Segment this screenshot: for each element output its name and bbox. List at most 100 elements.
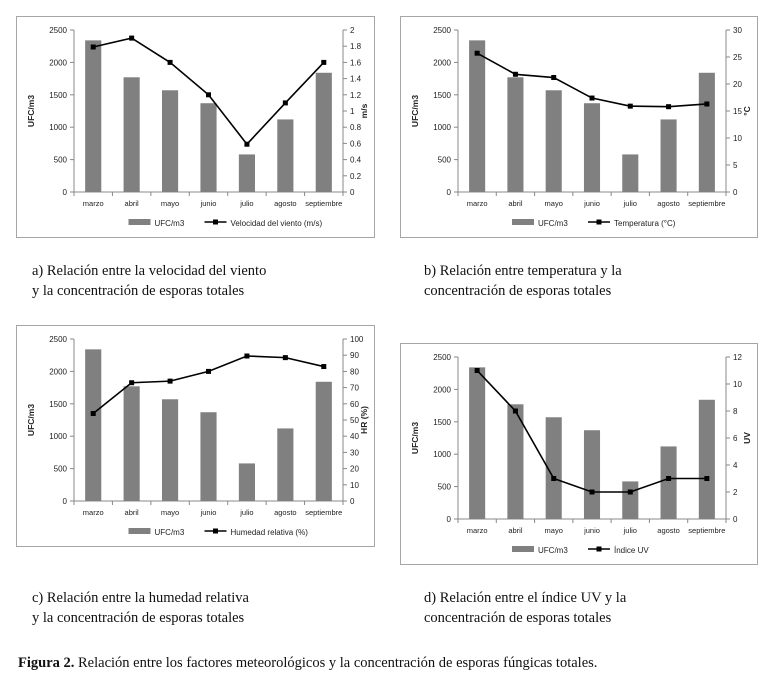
y-tick-label-right: 50	[350, 416, 359, 425]
line-point	[589, 95, 595, 101]
chart-panel-b: 0 500 1000 1500 2000 2500 0 5 10 15 20 25 30 marzo abr…	[400, 16, 758, 238]
legend-bar-label: UFC/m3	[155, 528, 185, 537]
legend-line-label: Índice UV	[614, 546, 649, 555]
x-tick-label: junio	[583, 526, 600, 535]
y-tick-label-right: 100	[350, 335, 364, 344]
y-tick-label-left: 1000	[433, 123, 451, 132]
y-tick-label-right: 0	[733, 188, 738, 197]
bar	[238, 463, 255, 501]
legend-bar-label: UFC/m3	[155, 219, 185, 228]
y-tick-label-right: 10	[350, 481, 359, 490]
x-tick-label: julio	[623, 199, 637, 208]
y-tick-label-left: 500	[54, 465, 68, 474]
x-tick-label: marzo	[467, 199, 488, 208]
line-point	[704, 476, 710, 481]
y-tick-label-right: 70	[350, 384, 359, 393]
line-point	[474, 368, 480, 373]
y-tick-label-left: 2000	[433, 58, 451, 67]
line-point	[321, 59, 327, 65]
bar	[123, 386, 140, 501]
x-tick-label: junio	[583, 199, 600, 208]
y-tick-label-right: 0.4	[350, 156, 362, 165]
y-tick-label-right: 10	[733, 134, 742, 143]
x-tick-label: mayo	[545, 526, 563, 535]
bar	[469, 367, 486, 519]
y-tick-label-left: 1500	[49, 400, 67, 409]
y-tick-label-right: 0	[350, 188, 355, 197]
line-point	[627, 103, 633, 109]
line-point	[244, 353, 250, 359]
y-tick-label-right: 40	[350, 432, 359, 441]
y-tick-label-left: 500	[54, 156, 68, 165]
y-tick-label-right: 10	[733, 380, 742, 389]
bar	[469, 40, 486, 193]
y-tick-label-left: 2500	[433, 26, 451, 35]
y-axis-title-right: °C	[742, 106, 752, 116]
bar	[507, 77, 524, 192]
bar	[277, 119, 294, 192]
figure-text: Relación entre los factores meteorológic…	[74, 655, 598, 671]
chart-c: 0 500 1000 1500 2000 2500 0 10 20 30 40 50 60 70 80 90 1…	[26, 335, 369, 537]
y-tick-label-right: 6	[733, 434, 738, 443]
y-tick-label-right: 30	[350, 448, 359, 457]
y-tick-label-left: 0	[63, 497, 68, 506]
y-tick-label-right: 80	[350, 367, 359, 376]
chart-d: 0 500 1000 1500 2000 2500 0 2 4 6 8 10 12 marzo abril m…	[410, 353, 752, 555]
y-tick-label-right: 0	[733, 515, 738, 524]
y-tick-label-right: 8	[733, 407, 738, 416]
y-tick-label-right: 4	[733, 461, 738, 470]
x-tick-label: septiembre	[305, 199, 342, 208]
line-point	[627, 489, 633, 495]
bar	[315, 381, 332, 501]
x-tick-label: septiembre	[688, 199, 725, 208]
x-tick-label: julio	[239, 508, 253, 517]
bar	[660, 446, 677, 519]
x-tick-label: junio	[200, 508, 217, 517]
y-tick-label-left: 500	[438, 483, 452, 492]
bar	[698, 72, 715, 192]
x-tick-label: julio	[239, 199, 253, 208]
y-tick-label-right: 0	[350, 497, 355, 506]
legend-bar-swatch	[512, 546, 534, 552]
y-tick-label-left: 2000	[49, 58, 67, 67]
line-point	[474, 50, 480, 56]
y-axis-title-left: UFC/m3	[410, 95, 420, 127]
y-tick-label-left: 0	[447, 515, 452, 524]
line-point	[666, 104, 672, 110]
x-tick-label: marzo	[83, 508, 104, 517]
y-tick-label-right: 0.8	[350, 123, 362, 132]
x-tick-label: agosto	[657, 526, 680, 535]
x-tick-label: marzo	[83, 199, 104, 208]
line-point	[512, 71, 518, 77]
bar	[698, 399, 715, 519]
y-tick-label-right: 1.2	[350, 91, 362, 100]
line-point	[512, 408, 518, 414]
y-tick-label-right: 15	[733, 107, 742, 116]
line-point	[704, 101, 710, 107]
legend-line-marker	[213, 219, 218, 225]
x-tick-label: agosto	[274, 199, 297, 208]
legend-line-label: Humedad relativa (%)	[231, 528, 309, 537]
x-tick-label: agosto	[274, 508, 297, 517]
y-tick-label-right: 0.6	[350, 139, 362, 148]
y-tick-label-left: 2500	[49, 26, 67, 35]
bar	[85, 349, 102, 501]
line-point	[282, 100, 288, 106]
y-tick-label-right: 60	[350, 400, 359, 409]
x-tick-label: agosto	[657, 199, 680, 208]
bar	[583, 430, 601, 519]
bar	[162, 399, 179, 501]
x-tick-label: julio	[623, 526, 637, 535]
legend-line-marker	[596, 546, 602, 552]
y-tick-label-right: 20	[350, 465, 359, 474]
y-tick-label-right: 25	[733, 53, 742, 62]
x-tick-label: abril	[508, 199, 523, 208]
legend-line-marker	[596, 219, 602, 225]
x-tick-label: junio	[200, 199, 217, 208]
line-point	[282, 355, 288, 361]
line-point	[90, 411, 96, 417]
legend-bar-swatch	[128, 219, 151, 225]
legend-line-marker	[213, 528, 218, 534]
line-point	[206, 368, 211, 374]
x-tick-label: mayo	[545, 199, 563, 208]
